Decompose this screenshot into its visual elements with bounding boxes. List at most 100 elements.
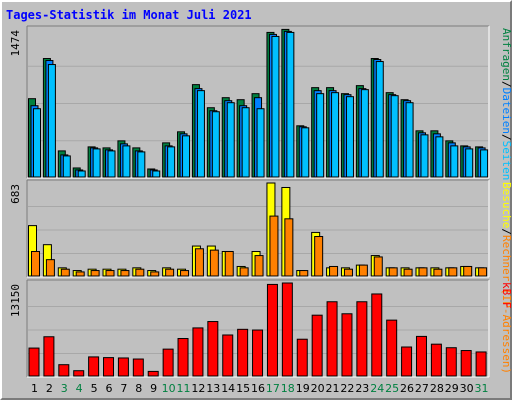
x-tick-label-day-15: 15 <box>236 382 250 395</box>
bar-requests-seiten-day-12 <box>196 90 205 178</box>
x-tick-label-day-21: 21 <box>326 382 340 395</box>
bar-kbytes-day-6 <box>103 357 115 377</box>
series-legend-part-1-1: / <box>500 228 512 235</box>
x-tick-label-day-18: 18 <box>281 382 295 395</box>
series-legend-part-1-2: Rechner (IP-Adressen) <box>500 235 512 374</box>
bar-hosts-rechner-ip-adressen--day-29 <box>448 267 458 277</box>
bar-requests-seiten-day-13 <box>211 111 220 178</box>
bar-kbytes-day-17 <box>266 283 278 377</box>
bar-kbytes-day-26 <box>401 346 413 377</box>
bar-hosts-rechner-ip-adressen--day-12 <box>194 248 204 277</box>
bar-kbytes-day-23 <box>356 301 368 377</box>
bar-hosts-rechner-ip-adressen--day-15 <box>239 267 249 277</box>
bar-hosts-rechner-ip-adressen--day-20 <box>314 236 324 277</box>
bar-requests-seiten-day-24 <box>375 61 384 178</box>
bar-kbytes-day-9 <box>147 370 159 377</box>
bar-requests-seiten-day-26 <box>405 102 414 178</box>
bar-hosts-rechner-ip-adressen--day-11 <box>180 270 190 277</box>
x-tick-label-day-10: 10 <box>162 382 176 395</box>
bar-requests-seiten-day-15 <box>241 107 250 178</box>
bar-hosts-rechner-ip-adressen--day-25 <box>388 267 398 277</box>
bar-kbytes-day-18 <box>281 282 293 377</box>
x-tick-label-day-30: 30 <box>460 382 474 395</box>
ymax-label-1: 683 <box>9 184 22 204</box>
x-tick-label-day-24: 24 <box>370 382 384 395</box>
series-legend-part-0-2: Dateien <box>500 88 512 134</box>
bar-hosts-rechner-ip-adressen--day-16 <box>254 255 264 277</box>
bar-hosts-rechner-ip-adressen--day-1 <box>31 250 40 277</box>
bar-kbytes-day-15 <box>237 328 249 377</box>
bar-hosts-rechner-ip-adressen--day-19 <box>299 270 309 277</box>
bar-requests-seiten-day-18 <box>286 31 295 178</box>
series-legend-part-1-0: Besuche <box>500 182 512 228</box>
bar-requests-seiten-day-5 <box>92 148 101 178</box>
x-tick-label-day-20: 20 <box>311 382 325 395</box>
bar-kbytes-day-1 <box>28 347 40 377</box>
bar-requests-seiten-day-16 <box>256 108 265 178</box>
bar-kbytes-day-11 <box>177 338 189 377</box>
bar-hosts-rechner-ip-adressen--day-10 <box>165 268 175 277</box>
bar-requests-seiten-day-1 <box>33 108 41 178</box>
bar-kbytes-day-21 <box>326 301 338 377</box>
x-tick-label-day-4: 4 <box>76 382 83 395</box>
x-tick-label-day-28: 28 <box>430 382 444 395</box>
bar-requests-seiten-day-3 <box>62 155 71 178</box>
x-tick-label-day-11: 11 <box>176 382 190 395</box>
x-tick-label-day-9: 9 <box>150 382 157 395</box>
x-tick-label-day-8: 8 <box>135 382 142 395</box>
bar-requests-seiten-day-22 <box>345 96 354 178</box>
x-tick-label-day-29: 29 <box>445 382 459 395</box>
x-tick-label-day-13: 13 <box>206 382 220 395</box>
bar-hosts-rechner-ip-adressen--day-3 <box>60 268 70 277</box>
bar-requests-seiten-day-4 <box>77 170 86 178</box>
x-tick-label-day-27: 27 <box>415 382 429 395</box>
series-legend-part-0-1: / <box>500 81 512 88</box>
bar-requests-seiten-day-29 <box>450 145 459 178</box>
bar-kbytes-day-27 <box>415 335 427 377</box>
x-tick-label-day-19: 19 <box>296 382 310 395</box>
x-tick-label-day-17: 17 <box>266 382 280 395</box>
bar-requests-seiten-day-10 <box>167 146 176 178</box>
bar-kbytes-day-25 <box>386 319 398 377</box>
bar-hosts-rechner-ip-adressen--day-6 <box>105 270 115 277</box>
x-tick-label-day-25: 25 <box>385 382 399 395</box>
bar-kbytes-day-29 <box>445 347 457 377</box>
x-tick-label-day-6: 6 <box>105 382 112 395</box>
bar-hosts-rechner-ip-adressen--day-5 <box>90 270 100 277</box>
bar-hosts-rechner-ip-adressen--day-4 <box>75 271 85 277</box>
bar-requests-seiten-day-17 <box>271 35 280 178</box>
bar-hosts-rechner-ip-adressen--day-14 <box>224 250 234 277</box>
x-tick-label-day-16: 16 <box>251 382 265 395</box>
bar-hosts-rechner-ip-adressen--day-28 <box>433 268 443 277</box>
ymax-label-2: 13150 <box>9 284 22 317</box>
series-legend-part-0-3: / <box>500 134 512 141</box>
series-legend-part-0-0: Anfragen <box>500 28 512 81</box>
bar-kbytes-day-20 <box>311 314 323 377</box>
bar-kbytes-day-24 <box>371 293 383 377</box>
bar-hosts-rechner-ip-adressen--day-31 <box>478 267 488 277</box>
bar-hosts-rechner-ip-adressen--day-7 <box>120 270 130 277</box>
x-tick-label-day-5: 5 <box>91 382 98 395</box>
series-legend-2: kB F <box>500 282 512 309</box>
bar-requests-seiten-day-31 <box>480 149 489 178</box>
bar-kbytes-day-16 <box>252 329 264 377</box>
series-legend-part-0-4: Seiten <box>500 141 512 181</box>
bar-requests-seiten-day-21 <box>331 92 340 178</box>
x-tick-label-day-2: 2 <box>46 382 53 395</box>
bar-requests-seiten-day-2 <box>47 64 56 178</box>
bar-kbytes-day-8 <box>132 358 144 377</box>
series-legend-0: Anfragen/Dateien/Seiten <box>500 28 512 180</box>
x-tick-label-day-23: 23 <box>355 382 369 395</box>
bar-kbytes-day-5 <box>88 356 100 377</box>
x-tick-label-day-22: 22 <box>340 382 354 395</box>
bar-hosts-rechner-ip-adressen--day-23 <box>358 264 368 277</box>
bar-hosts-rechner-ip-adressen--day-17 <box>269 215 279 277</box>
x-tick-label-day-7: 7 <box>120 382 127 395</box>
bar-requests-seiten-day-14 <box>226 102 235 178</box>
x-tick-label-day-26: 26 <box>400 382 414 395</box>
bar-kbytes-day-13 <box>207 321 219 377</box>
bar-requests-seiten-day-23 <box>360 89 369 178</box>
bar-requests-seiten-day-7 <box>122 145 131 178</box>
bar-hosts-rechner-ip-adressen--day-30 <box>463 265 473 277</box>
